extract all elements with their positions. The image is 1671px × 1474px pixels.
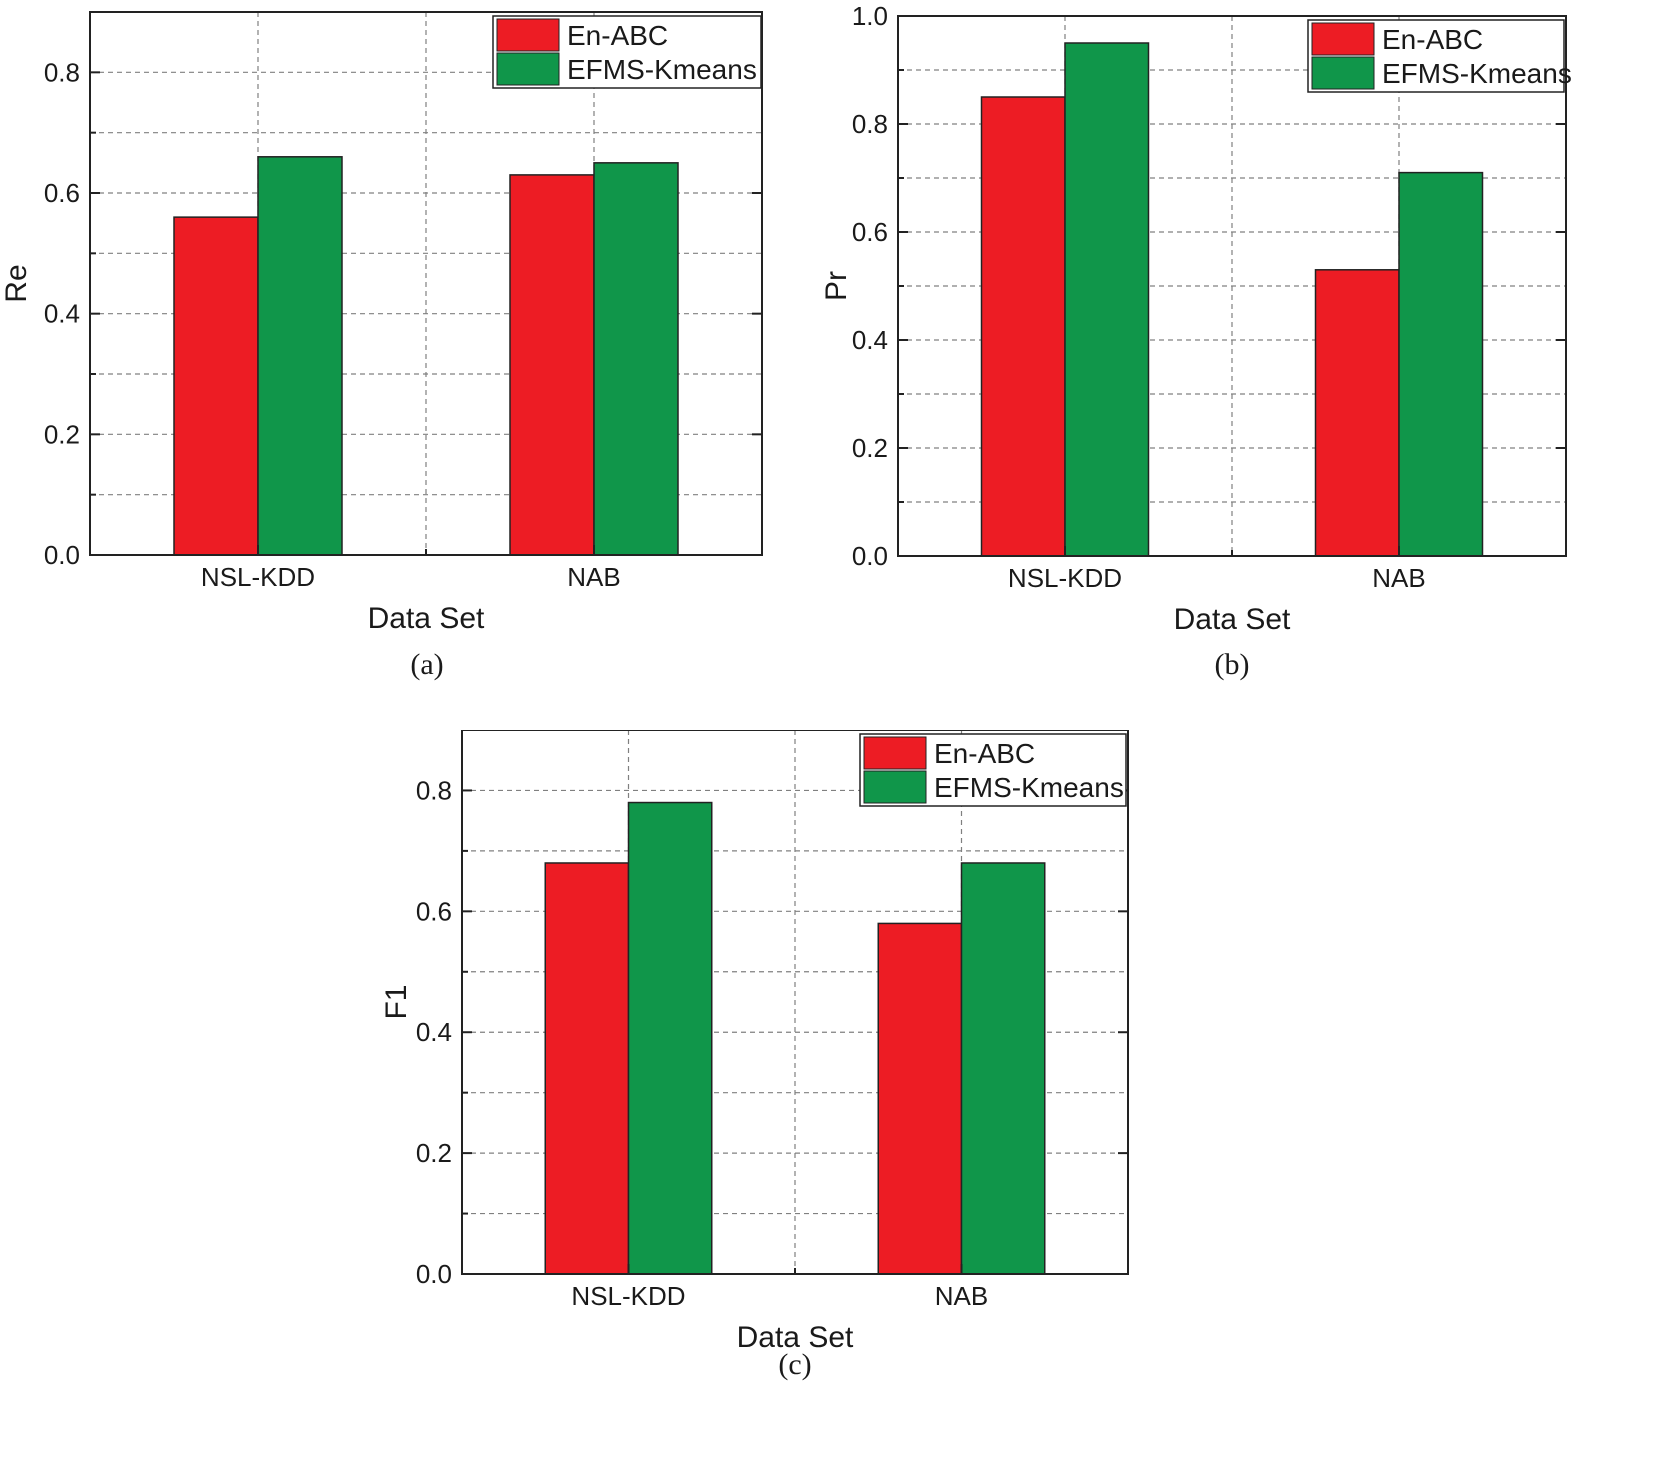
- chart-b-xtick-label-1: NAB: [1372, 563, 1425, 593]
- chart-a-legend-swatch-en_abc: [496, 18, 560, 52]
- chart-panel-c: 0.0 0.2 0.4 0.6 0.8 NSL-KDD NAB Data Set F1 En-AB…: [380, 730, 1200, 1474]
- chart-b-ytick-label-0: 0.0: [852, 541, 888, 571]
- chart-b-svg: 0.0 0.2 0.4 0.6 0.8 1.0 NSL-KDD NAB Data Set Pr En…: [820, 1, 1572, 681]
- chart-b-legend-label-en_abc: En-ABC: [1382, 24, 1483, 55]
- chart-c-legend-swatch-en_abc: [863, 736, 927, 770]
- chart-a-xlabel: Data Set: [368, 602, 485, 635]
- chart-a-legend-swatch-efms_kmeans: [496, 52, 560, 86]
- chart-c-ylabel: F1: [380, 984, 413, 1019]
- chart-b-caption: (b): [1215, 648, 1250, 681]
- chart-c-legend-swatch-efms_kmeans: [863, 770, 927, 804]
- chart-a-xtick-label-0: NSL-KDD: [201, 562, 315, 592]
- chart-a-bar-en_abc-nab: [509, 174, 595, 556]
- chart-b-ytick-label-4: 0.8: [852, 109, 888, 139]
- chart-b-bar-efms_kmeans-nab: [1398, 171, 1484, 557]
- chart-panel-b: 0.0 0.2 0.4 0.6 0.8 1.0 NSL-KDD NAB Data Set Pr En…: [820, 0, 1671, 720]
- chart-a-legend-label-efms_kmeans: EFMS-Kmeans: [567, 54, 757, 85]
- chart-a-xtick-label-1: NAB: [567, 562, 620, 592]
- chart-b-ytick-label-1: 0.2: [852, 433, 888, 463]
- chart-c-ytick-label-4: 0.8: [416, 775, 452, 805]
- chart-c-bar-efms_kmeans-nsl-kdd: [627, 801, 713, 1275]
- chart-a-svg: 0.0 0.2 0.4 0.6 0.8 NSL-KDD NAB Data Set Re En-AB…: [0, 11, 763, 681]
- chart-a-bar-efms_kmeans-nsl-kdd: [257, 156, 343, 556]
- chart-c-ytick-label-0: 0.0: [416, 1259, 452, 1289]
- chart-panel-a: 0.0 0.2 0.4 0.6 0.8 NSL-KDD NAB Data Set Re En-AB…: [0, 0, 820, 720]
- chart-c-ytick-label-1: 0.2: [416, 1138, 452, 1168]
- chart-b-ytick-label-5: 1.0: [852, 1, 888, 31]
- chart-b-ylabel: Pr: [820, 271, 853, 301]
- chart-a-bar-efms_kmeans-nab: [593, 162, 679, 556]
- chart-b-xlabel: Data Set: [1174, 603, 1291, 636]
- chart-a-ylabel: Re: [0, 264, 33, 302]
- chart-b-bar-en_abc-nsl-kdd: [980, 96, 1066, 557]
- chart-a-caption: (a): [410, 648, 443, 681]
- chart-c-xtick-label-0: NSL-KDD: [571, 1281, 685, 1311]
- chart-b-bar-en_abc-nab: [1314, 269, 1400, 557]
- chart-b-legend-swatch-en_abc: [1311, 22, 1375, 56]
- chart-a-ytick-label-3: 0.6: [44, 178, 80, 208]
- chart-c-xtick-label-1: NAB: [935, 1281, 988, 1311]
- chart-a-legend-label-en_abc: En-ABC: [567, 20, 668, 51]
- chart-b-ytick-label-2: 0.4: [852, 325, 888, 355]
- chart-a-ytick-label-4: 0.8: [44, 57, 80, 87]
- chart-b-legend-label-efms_kmeans: EFMS-Kmeans: [1382, 58, 1572, 89]
- chart-b-xtick-label-0: NSL-KDD: [1008, 563, 1122, 593]
- chart-c-svg: 0.0 0.2 0.4 0.6 0.8 NSL-KDD NAB Data Set F1 En-AB…: [380, 730, 1129, 1381]
- chart-a-ytick-label-1: 0.2: [44, 419, 80, 449]
- chart-c-caption: (c): [778, 1348, 811, 1381]
- chart-c-xlabel: Data Set: [737, 1321, 854, 1354]
- chart-c-legend-label-efms_kmeans: EFMS-Kmeans: [934, 772, 1124, 803]
- chart-c-ytick-label-3: 0.6: [416, 896, 452, 926]
- chart-a-ytick-label-2: 0.4: [44, 299, 80, 329]
- chart-b-bar-efms_kmeans-nsl-kdd: [1064, 42, 1150, 557]
- chart-a-ytick-label-0: 0.0: [44, 540, 80, 570]
- chart-c-ytick-label-2: 0.4: [416, 1017, 452, 1047]
- chart-a-bar-en_abc-nsl-kdd: [173, 216, 259, 556]
- chart-c-legend-label-en_abc: En-ABC: [934, 738, 1035, 769]
- chart-c-bar-en_abc-nsl-kdd: [544, 862, 630, 1275]
- chart-c-bar-efms_kmeans-nab: [960, 862, 1046, 1275]
- chart-c-bar-en_abc-nab: [877, 922, 963, 1275]
- chart-b-ytick-label-3: 0.6: [852, 217, 888, 247]
- chart-b-legend-swatch-efms_kmeans: [1311, 56, 1375, 90]
